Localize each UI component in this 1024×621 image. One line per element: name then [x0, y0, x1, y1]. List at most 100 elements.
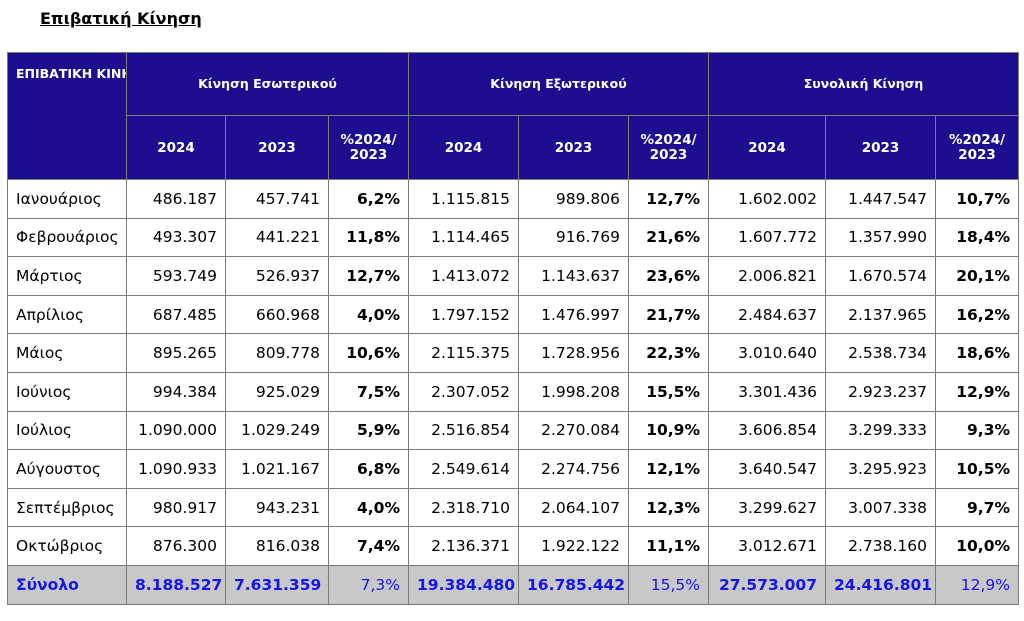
total-label: Σύνολο [7, 564, 127, 605]
value-cell: 486.187 [126, 179, 226, 219]
pct-change-cell: 12,9% [934, 564, 1020, 605]
value-cell: 895.265 [126, 333, 226, 373]
table-row: Μάιος 895.265 809.778 10,6% 2.115.375 1.728.9… [7, 333, 1020, 373]
pct-change-cell: 9,3% [934, 410, 1020, 451]
month-cell: Απρίλιος [7, 294, 127, 335]
value-cell: 1.090.000 [126, 410, 226, 451]
header-pct: %2024/ 2023 [328, 115, 409, 180]
value-cell: 3.606.854 [708, 410, 826, 451]
value-cell: 2.484.637 [708, 294, 826, 335]
value-cell: 2.923.237 [825, 371, 936, 412]
month-cell: Σεπτέμβριος [7, 487, 127, 528]
pct-change-cell: 12,3% [628, 487, 709, 528]
header-pct: %2024/ 2023 [934, 115, 1020, 180]
page-title: Επιβατική Κίνηση [40, 9, 202, 28]
value-cell: 8.188.527 [126, 564, 226, 605]
value-cell: 1.029.249 [225, 410, 329, 451]
passenger-traffic-table: ΕΠΙΒΑΤΙΚΗ ΚΙΝΗΣΗ Κίνηση Εσωτερικού Κίνησ… [7, 52, 1020, 605]
value-cell: 493.307 [126, 217, 226, 258]
value-cell: 989.806 [518, 179, 629, 219]
pct-change-cell: 12,9% [934, 371, 1020, 412]
value-cell: 3.299.333 [825, 410, 936, 451]
table-row: Ιούνιος 994.384 925.029 7,5% 2.307.052 1.998.… [7, 371, 1020, 412]
value-cell: 1.115.815 [408, 179, 519, 219]
table-row: Μάρτιος 593.749 526.937 12,7% 1.413.072 1.143… [7, 256, 1020, 296]
value-cell: 876.300 [126, 526, 226, 566]
month-cell: Ιούλιος [7, 410, 127, 451]
value-cell: 1.447.547 [825, 179, 936, 219]
pct-change-cell: 20,1% [934, 256, 1020, 296]
value-cell: 3.012.671 [708, 526, 826, 566]
table-row: Οκτώβριος 876.300 816.038 7,4% 2.136.371 1.92… [7, 526, 1020, 566]
value-cell: 660.968 [225, 294, 329, 335]
table-row: Φεβρουάριος 493.307 441.221 11,8% 1.114.465 9… [7, 217, 1020, 258]
table-row: Απρίλιος 687.485 660.968 4,0% 1.797.152 1.476… [7, 294, 1020, 335]
pct-change-cell: 22,3% [628, 333, 709, 373]
value-cell: 925.029 [225, 371, 329, 412]
header-year: 2023 [225, 115, 329, 180]
value-cell: 441.221 [225, 217, 329, 258]
pct-change-cell: 7,3% [328, 564, 409, 605]
header-pct: %2024/ 2023 [628, 115, 709, 180]
value-cell: 3.301.436 [708, 371, 826, 412]
pct-change-cell: 15,5% [628, 371, 709, 412]
value-cell: 1.021.167 [225, 449, 329, 489]
pct-change-cell: 9,7% [934, 487, 1020, 528]
value-cell: 943.231 [225, 487, 329, 528]
value-cell: 2.270.084 [518, 410, 629, 451]
pct-change-cell: 11,8% [328, 217, 409, 258]
pct-change-cell: 18,4% [934, 217, 1020, 258]
pct-change-cell: 5,9% [328, 410, 409, 451]
value-cell: 2.738.160 [825, 526, 936, 566]
pct-change-cell: 18,6% [934, 333, 1020, 373]
table-row: Ιανουάριος 486.187 457.741 6,2% 1.115.815 989… [7, 179, 1020, 219]
pct-change-cell: 10,6% [328, 333, 409, 373]
header-year: 2023 [518, 115, 629, 180]
value-cell: 980.917 [126, 487, 226, 528]
pct-change-cell: 12,7% [628, 179, 709, 219]
header-row-years: 2024 2023 %2024/ 2023 2024 2023 %2024/ 2… [8, 115, 1020, 180]
pct-change-cell: 21,6% [628, 217, 709, 258]
value-cell: 1.797.152 [408, 294, 519, 335]
value-cell: 1.090.933 [126, 449, 226, 489]
header-international: Κίνηση Εξωτερικού [408, 52, 709, 116]
month-cell: Μάρτιος [7, 256, 127, 296]
pct-change-cell: 4,0% [328, 294, 409, 335]
pct-change-cell: 12,1% [628, 449, 709, 489]
value-cell: 2.136.371 [408, 526, 519, 566]
month-cell: Ιανουάριος [7, 179, 127, 219]
pct-change-cell: 6,2% [328, 179, 409, 219]
value-cell: 1.413.072 [408, 256, 519, 296]
table-row: Σεπτέμβριος 980.917 943.231 4,0% 2.318.710 2.… [7, 487, 1020, 528]
month-cell: Οκτώβριος [7, 526, 127, 566]
value-cell: 1.602.002 [708, 179, 826, 219]
value-cell: 809.778 [225, 333, 329, 373]
month-cell: Φεβρουάριος [7, 217, 127, 258]
value-cell: 19.384.480 [408, 564, 519, 605]
value-cell: 3.295.923 [825, 449, 936, 489]
value-cell: 2.115.375 [408, 333, 519, 373]
pct-change-cell: 7,5% [328, 371, 409, 412]
value-cell: 3.010.640 [708, 333, 826, 373]
pct-change-cell: 7,4% [328, 526, 409, 566]
header-year: 2024 [408, 115, 519, 180]
total-row: Σύνολο 8.188.527 7.631.359 7,3% 19.384.480 16… [7, 564, 1020, 605]
table-row: Ιούλιος 1.090.000 1.029.249 5,9% 2.516.854 2.… [7, 410, 1020, 451]
pct-change-cell: 6,8% [328, 449, 409, 489]
pct-change-cell: 11,1% [628, 526, 709, 566]
value-cell: 526.937 [225, 256, 329, 296]
value-cell: 2.006.821 [708, 256, 826, 296]
value-cell: 1.998.208 [518, 371, 629, 412]
value-cell: 2.137.965 [825, 294, 936, 335]
month-cell: Μάιος [7, 333, 127, 373]
value-cell: 3.299.627 [708, 487, 826, 528]
value-cell: 2.549.614 [408, 449, 519, 489]
pct-change-cell: 4,0% [328, 487, 409, 528]
pct-change-cell: 12,7% [328, 256, 409, 296]
value-cell: 1.607.772 [708, 217, 826, 258]
pct-change-cell: 16,2% [934, 294, 1020, 335]
value-cell: 1.670.574 [825, 256, 936, 296]
header-year: 2023 [825, 115, 936, 180]
month-cell: Ιούνιος [7, 371, 127, 412]
value-cell: 1.728.956 [518, 333, 629, 373]
